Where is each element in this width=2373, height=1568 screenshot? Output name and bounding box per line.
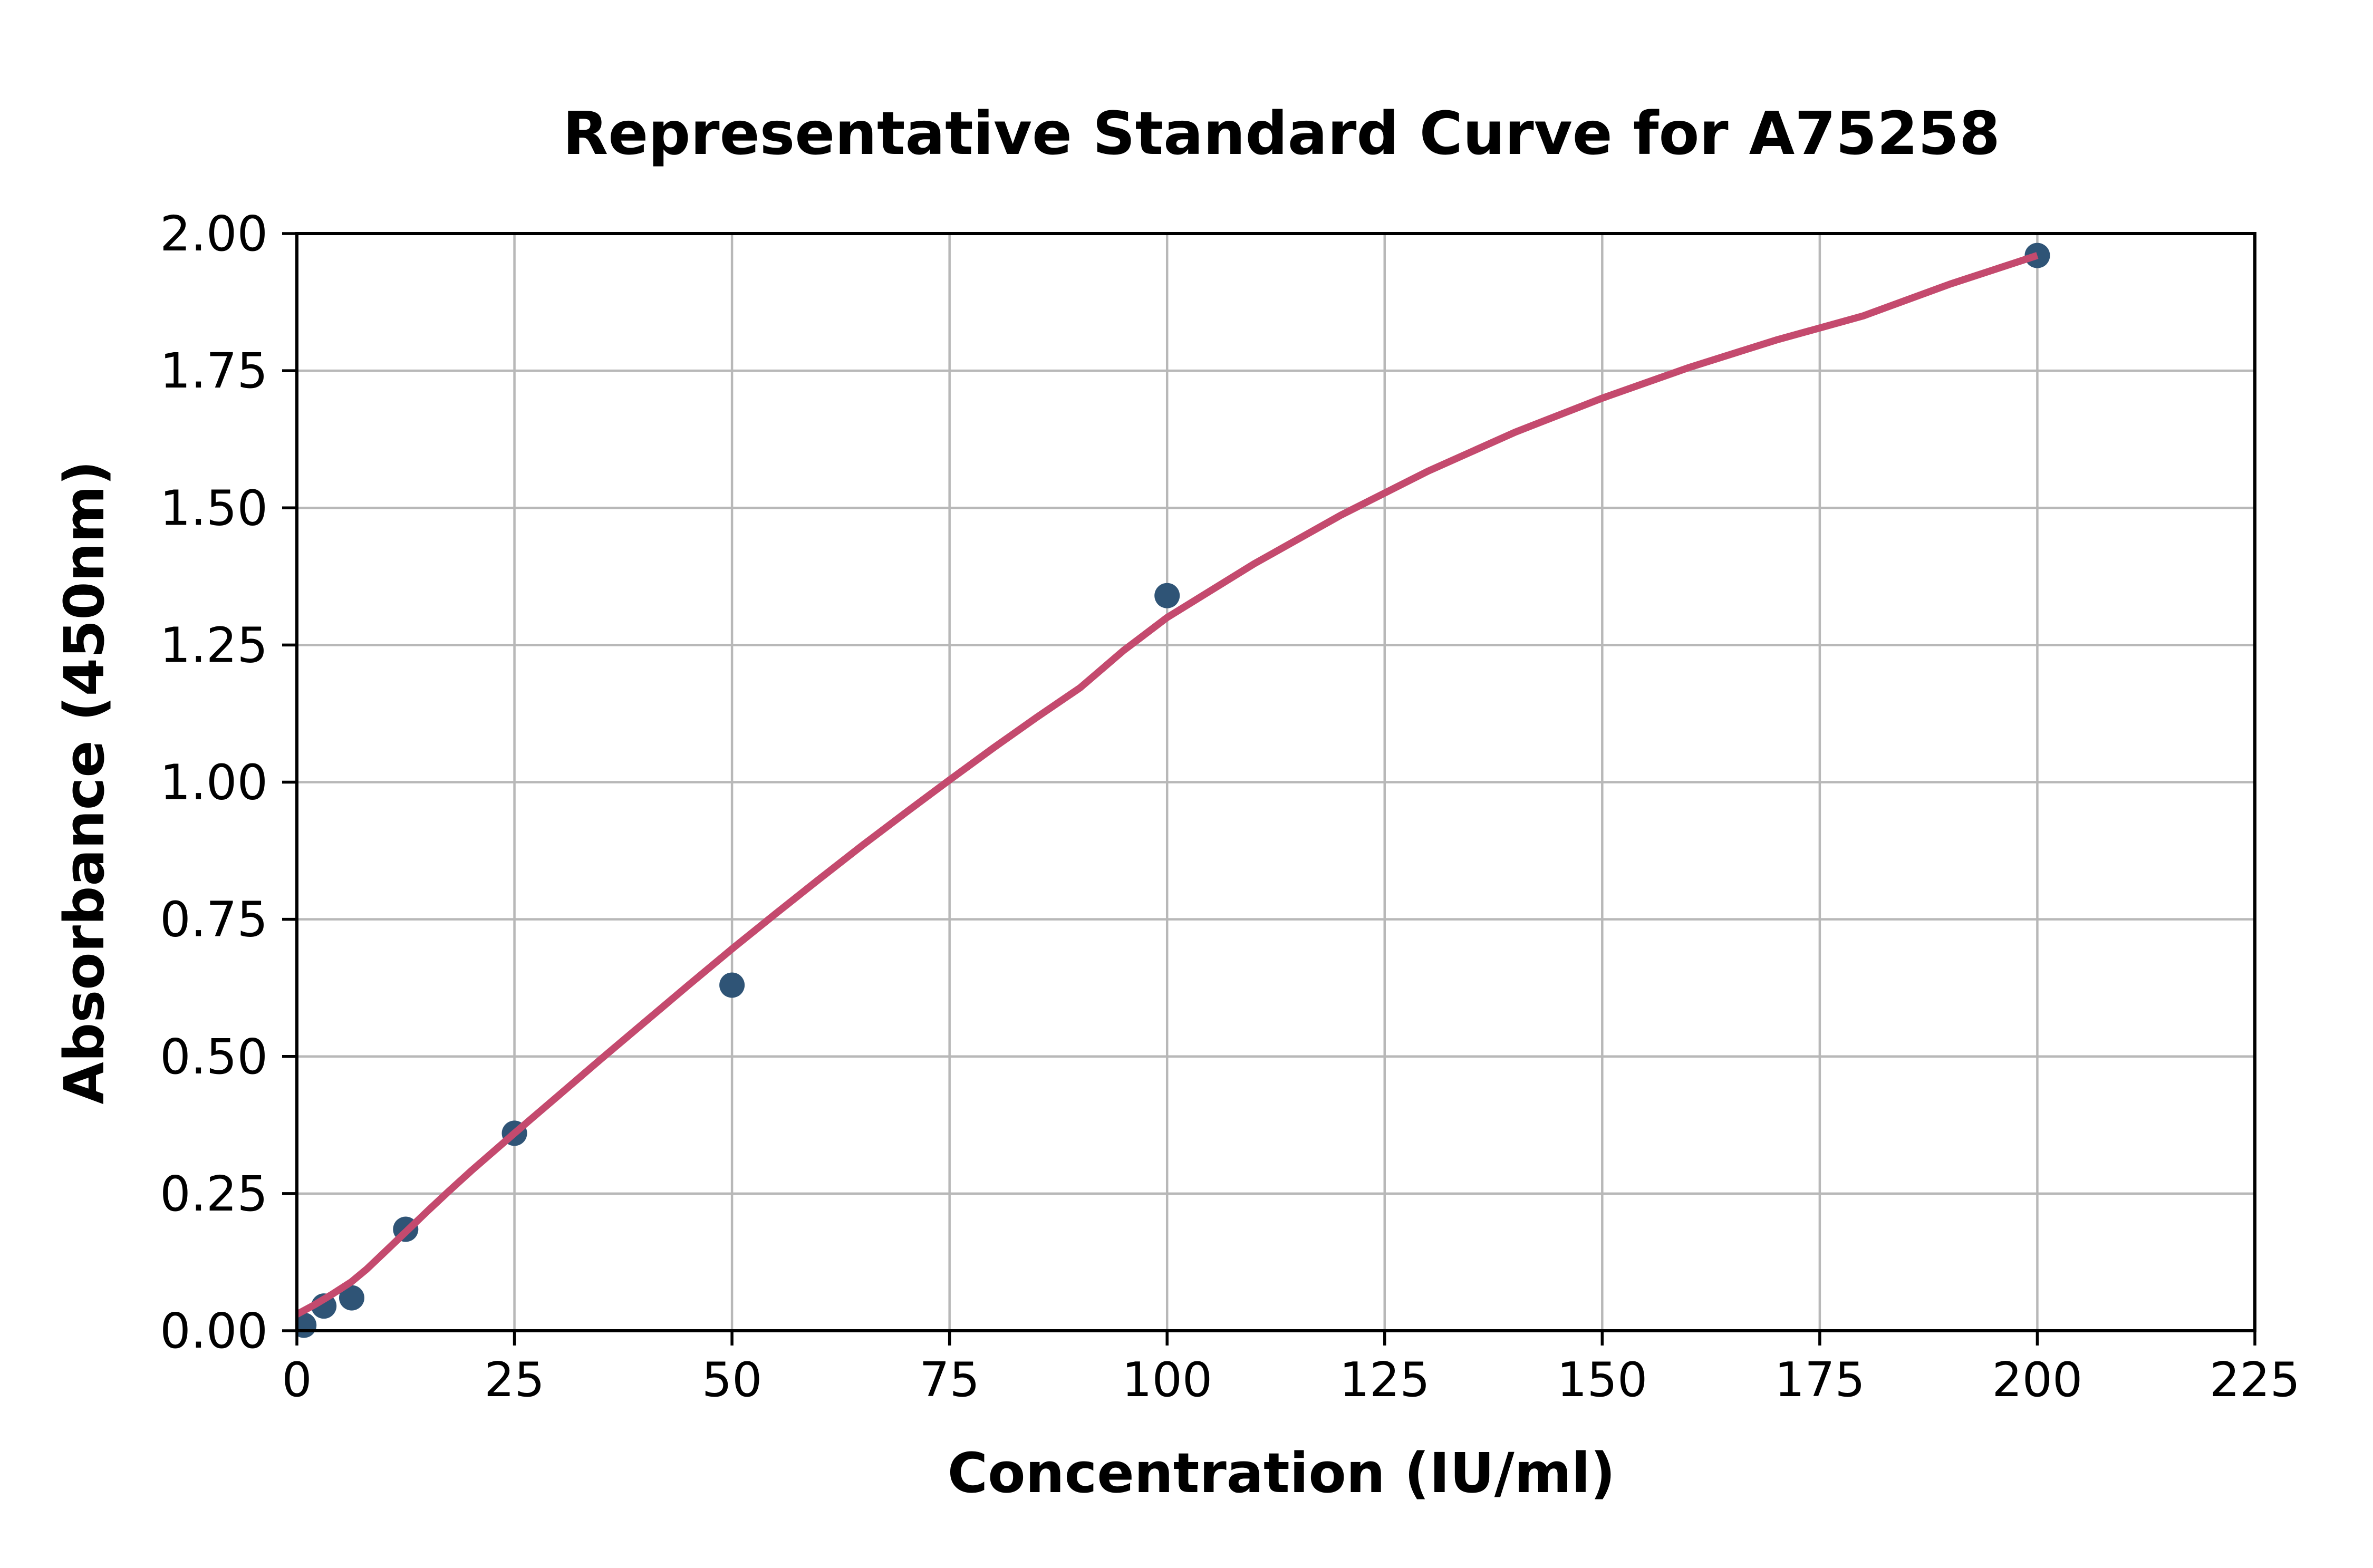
- x-tick-label-175: 175: [1774, 1352, 1865, 1408]
- x-tick-label-100: 100: [1122, 1352, 1212, 1408]
- y-axis-label: Absorbance (450nm): [52, 460, 117, 1104]
- x-tick-label-25: 25: [484, 1352, 545, 1408]
- x-tick-label-200: 200: [1992, 1352, 2083, 1408]
- x-tick-label-125: 125: [1339, 1352, 1430, 1408]
- fit-curve-group: [296, 252, 2039, 1318]
- data-point-7: [1154, 583, 1180, 608]
- y-tick-label-0.75: 0.75: [160, 892, 268, 948]
- data-point-8: [2024, 243, 2050, 268]
- y-tick-label-1.00: 1.00: [160, 754, 268, 811]
- data-point-1: [296, 1312, 317, 1338]
- x-tick-label-50: 50: [702, 1352, 763, 1408]
- x-tick-label-150: 150: [1557, 1352, 1647, 1408]
- y-tick-label-1.50: 1.50: [160, 480, 268, 536]
- y-tick-label-1.75: 1.75: [160, 343, 268, 399]
- fit-curve-line: [296, 252, 2039, 1318]
- data-point-3: [339, 1285, 364, 1311]
- y-tick-label-2.00: 2.00: [160, 206, 268, 262]
- x-tick-label-225: 225: [2210, 1352, 2300, 1408]
- x-tick-label-75: 75: [919, 1352, 980, 1408]
- data-point-6: [719, 972, 745, 998]
- y-tick-label-0.50: 0.50: [160, 1029, 268, 1085]
- y-tick-label-0.25: 0.25: [160, 1166, 268, 1222]
- x-axis-label: Concentration (IU/ml): [948, 1441, 1615, 1505]
- y-tick-label-0.00: 0.00: [160, 1303, 268, 1359]
- x-tick-label-0: 0: [282, 1352, 312, 1408]
- plot-area: 0 25 50 75 100 125 150 175 200 225 0.00 0.25 0.50 0.7…: [160, 206, 2300, 1408]
- chart-title: Representative Standard Curve for A75258: [563, 100, 2000, 168]
- y-tick-label-1.25: 1.25: [160, 617, 268, 673]
